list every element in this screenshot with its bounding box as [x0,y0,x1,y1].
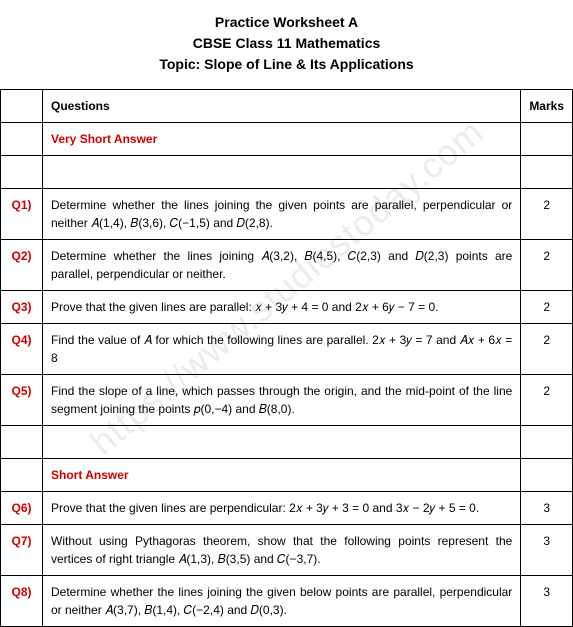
question-marks: 3 [521,525,573,576]
table-row: Q1) Determine whether the lines joining … [1,189,573,240]
empty-cell [43,156,521,189]
section-short: Short Answer [43,459,521,492]
table-row: Q6) Prove that the given lines are perpe… [1,492,573,525]
header-marks: Marks [521,90,573,123]
question-number: Q8) [1,576,43,627]
question-number: Q2) [1,240,43,291]
section-row: Short Answer [1,459,573,492]
question-marks: 2 [521,375,573,426]
table-row: Q8) Determine whether the lines joining … [1,576,573,627]
worksheet-header: Practice Worksheet A CBSE Class 11 Mathe… [0,0,573,89]
empty-cell [1,426,43,459]
header-qnum [1,90,43,123]
header-question: Questions [43,90,521,123]
question-text: Determine whether the lines joining 𝐴(3,… [43,240,521,291]
header-topic: Topic: Slope of Line & Its Applications [20,54,553,75]
spacer-row [1,426,573,459]
question-number: Q3) [1,291,43,324]
question-marks: 3 [521,576,573,627]
question-text: Determine whether the lines joining the … [43,576,521,627]
question-text: Find the value of 𝐴 for which the follow… [43,324,521,375]
empty-cell [521,426,573,459]
question-number: Q7) [1,525,43,576]
question-marks: 3 [521,492,573,525]
empty-cell [521,459,573,492]
question-marks: 2 [521,324,573,375]
header-line2: CBSE Class 11 Mathematics [20,33,553,54]
empty-cell [1,156,43,189]
question-text: Without using Pythagoras theorem, show t… [43,525,521,576]
empty-cell [1,123,43,156]
empty-cell [521,123,573,156]
header-line1: Practice Worksheet A [20,12,553,33]
table-header-row: Questions Marks [1,90,573,123]
empty-cell [43,426,521,459]
spacer-row [1,156,573,189]
section-very-short: Very Short Answer [43,123,521,156]
question-marks: 2 [521,189,573,240]
empty-cell [521,156,573,189]
section-row: Very Short Answer [1,123,573,156]
question-marks: 2 [521,291,573,324]
question-number: Q4) [1,324,43,375]
question-text: Find the slope of a line, which passes t… [43,375,521,426]
table-row: Q7) Without using Pythagoras theorem, sh… [1,525,573,576]
table-row: Q4) Find the value of 𝐴 for which the fo… [1,324,573,375]
empty-cell [1,459,43,492]
question-number: Q1) [1,189,43,240]
question-text: Prove that the given lines are perpendic… [43,492,521,525]
question-text: Prove that the given lines are parallel:… [43,291,521,324]
question-text: Determine whether the lines joining the … [43,189,521,240]
question-number: Q5) [1,375,43,426]
question-marks: 2 [521,240,573,291]
table-row: Q5) Find the slope of a line, which pass… [1,375,573,426]
table-row: Q2) Determine whether the lines joining … [1,240,573,291]
question-number: Q6) [1,492,43,525]
table-row: Q3) Prove that the given lines are paral… [1,291,573,324]
questions-table: Questions Marks Very Short Answer Q1) De… [0,89,573,627]
